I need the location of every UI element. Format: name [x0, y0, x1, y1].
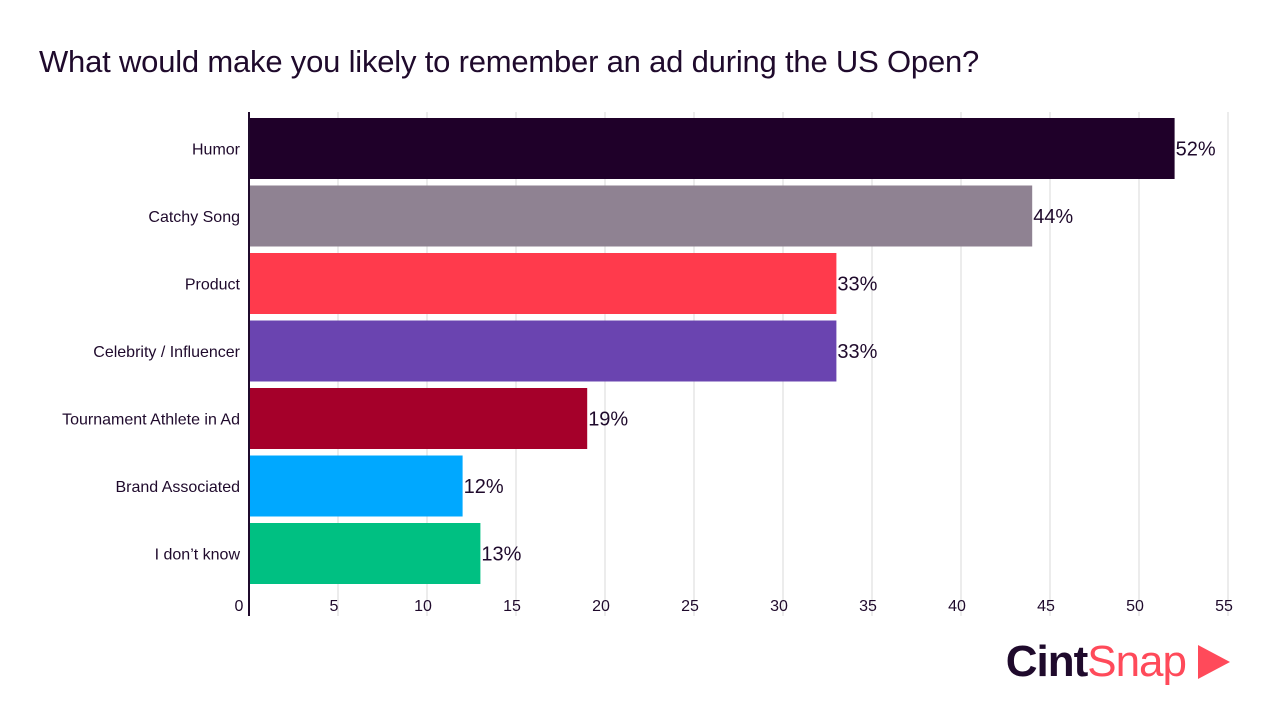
x-tick-label-35: 35 [859, 598, 877, 615]
x-tick-label-55: 55 [1215, 598, 1233, 615]
bar-0 [249, 118, 1175, 179]
x-tick-label-15: 15 [503, 598, 521, 615]
bar-1 [249, 185, 1033, 247]
x-tick-label-25: 25 [681, 598, 699, 615]
x-tick-label-0: 0 [235, 598, 244, 615]
bar-6 [249, 523, 481, 584]
category-label-0: Humor [192, 142, 241, 159]
x-tick-label-5: 5 [330, 598, 339, 615]
play-icon [1198, 645, 1230, 679]
category-label-6: I don’t know [155, 547, 241, 564]
chart-title: What would make you likely to remember a… [39, 44, 980, 79]
bar-3 [249, 320, 837, 382]
x-tick-label-20: 20 [592, 598, 610, 615]
category-label-3: Celebrity / Influencer [93, 344, 240, 361]
bar-4 [249, 388, 588, 449]
value-label-2: 33% [837, 274, 877, 296]
x-tick-label-10: 10 [414, 598, 432, 615]
x-tick-label-50: 50 [1126, 598, 1144, 615]
cintsnap-logo: Cint Snap [1006, 636, 1230, 688]
category-label-4: Tournament Athlete in Ad [62, 412, 240, 429]
value-label-1: 44% [1033, 206, 1073, 228]
x-tick-label-45: 45 [1037, 598, 1055, 615]
value-label-6: 13% [481, 544, 521, 566]
value-label-3: 33% [837, 341, 877, 363]
x-tick-label-30: 30 [770, 598, 788, 615]
bar-5 [249, 455, 463, 517]
value-label-5: 12% [464, 476, 504, 498]
logo-snap-text: Snap [1087, 637, 1187, 686]
x-tick-label-40: 40 [948, 598, 966, 615]
logo-cint-text: Cint [1005, 637, 1089, 686]
bar-2 [249, 253, 837, 314]
category-label-5: Brand Associated [115, 479, 240, 496]
value-label-0: 52% [1176, 139, 1216, 161]
category-label-1: Catchy Song [148, 209, 240, 226]
value-label-4: 19% [588, 409, 628, 431]
category-label-2: Product [185, 277, 241, 294]
